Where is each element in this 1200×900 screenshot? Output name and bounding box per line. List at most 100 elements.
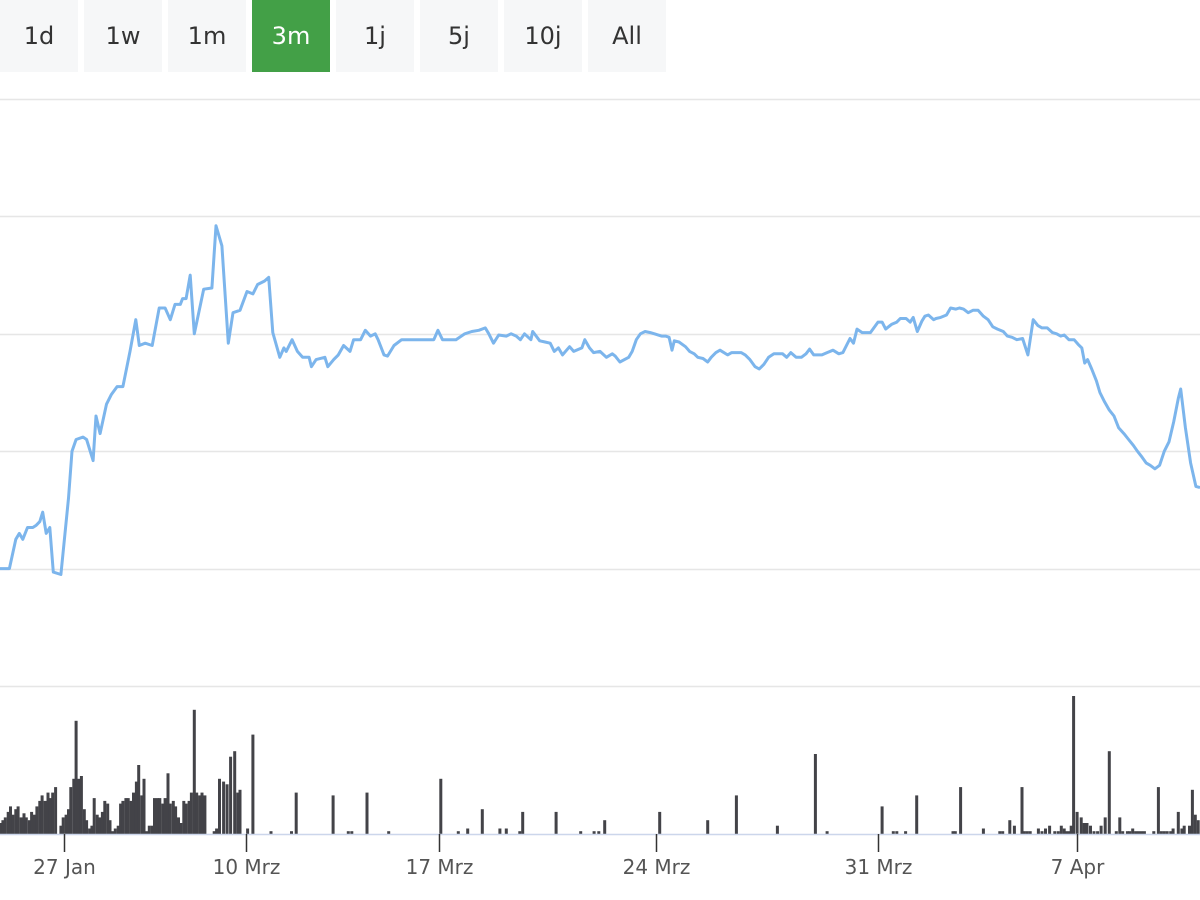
- volume-bar: [92, 798, 96, 834]
- volume-bar: [1137, 831, 1140, 834]
- volume-bar: [1099, 825, 1103, 834]
- price-line: [0, 224, 1200, 576]
- volume-bar: [251, 734, 255, 834]
- volume-bar: [14, 809, 18, 834]
- volume-bar: [597, 831, 601, 834]
- volume-bar: [466, 828, 470, 834]
- volume-bar: [46, 792, 50, 834]
- volume-bar: [1020, 787, 1024, 834]
- volume-bar: [1069, 825, 1073, 834]
- volume-bar: [1171, 828, 1175, 834]
- volume-bar: [98, 817, 101, 834]
- volume-bar: [246, 828, 250, 834]
- volume-bar: [147, 825, 151, 834]
- volume-bar: [1140, 831, 1143, 834]
- volume-bar: [69, 787, 73, 834]
- volume-bar: [171, 800, 175, 834]
- volume-bar: [156, 798, 159, 834]
- range-button-all[interactable]: All: [588, 0, 666, 72]
- volume-bar: [48, 798, 52, 834]
- volume-bar: [51, 792, 55, 834]
- volume-bar: [132, 792, 135, 834]
- volume-bar: [904, 831, 908, 834]
- volume-bar: [158, 798, 162, 834]
- range-button-1j[interactable]: 1j: [336, 0, 414, 72]
- volume-bar: [67, 809, 70, 834]
- volume-bar: [236, 792, 240, 834]
- volume-bar: [1059, 825, 1063, 834]
- volume-bar: [521, 811, 525, 834]
- volume-bar: [603, 820, 607, 834]
- volume-bar: [229, 756, 233, 834]
- x-tick-label: 17 Mrz: [406, 855, 474, 879]
- volume-bar: [1152, 831, 1156, 834]
- volume-bar: [61, 817, 65, 834]
- volume-bar: [1036, 828, 1040, 834]
- volume-bar: [981, 828, 985, 834]
- volume-bar: [1190, 789, 1194, 834]
- volume-bar: [959, 787, 963, 834]
- volume-series: [0, 696, 1200, 834]
- volume-bar: [456, 831, 460, 834]
- volume-bar: [1067, 831, 1071, 834]
- volume-bar: [1048, 825, 1052, 834]
- volume-bar: [150, 825, 154, 834]
- volume-bar: [82, 809, 86, 834]
- volume-bar: [113, 828, 117, 834]
- volume-bar: [174, 806, 178, 834]
- grid-lines: [0, 98, 1200, 688]
- volume-bar: [891, 831, 895, 834]
- volume-bar: [179, 823, 183, 834]
- range-button-1d[interactable]: 1d: [0, 0, 78, 72]
- volume-bar: [108, 820, 112, 834]
- x-tick-label: 31 Mrz: [845, 855, 913, 879]
- volume-bar: [1072, 696, 1076, 834]
- volume-bar: [1182, 825, 1186, 834]
- range-button-10j[interactable]: 10j: [504, 0, 582, 72]
- volume-bar: [187, 800, 191, 834]
- volume-bar: [215, 828, 219, 834]
- volume-bar: [1118, 817, 1122, 834]
- volume-bar: [85, 820, 89, 834]
- volume-bar: [387, 831, 391, 834]
- volume-bar: [518, 831, 522, 834]
- volume-bar: [269, 831, 273, 834]
- range-button-1w[interactable]: 1w: [84, 0, 162, 72]
- volume-bar: [1044, 828, 1047, 834]
- volume-bar: [1092, 831, 1096, 834]
- volume-bar: [27, 820, 31, 834]
- volume-bar: [54, 787, 58, 834]
- volume-bar: [1156, 787, 1160, 834]
- volume-bar: [192, 709, 196, 834]
- volume-bar: [1008, 820, 1012, 834]
- volume-bar: [1107, 751, 1111, 834]
- volume-bar: [222, 781, 226, 834]
- volume-bar: [1089, 825, 1092, 834]
- volume-bar: [1053, 831, 1057, 834]
- volume-bar: [880, 806, 884, 834]
- volume-bar: [813, 754, 817, 834]
- volume-bar: [238, 789, 242, 834]
- volume-bar: [1075, 811, 1079, 834]
- price-volume-chart: 27 Jan 10 Mrz 17 Mrz 24 Mrz 31 Mrz 7 Apr: [0, 98, 1200, 879]
- volume-bar: [195, 792, 199, 834]
- volume-bar: [1180, 828, 1184, 834]
- range-button-3m[interactable]: 3m: [252, 0, 330, 72]
- volume-bar: [43, 800, 47, 834]
- volume-bar: [504, 828, 508, 834]
- volume-bar: [168, 803, 172, 834]
- volume-bar: [1193, 814, 1197, 834]
- volume-bar: [225, 784, 229, 834]
- volume-bar: [895, 831, 899, 834]
- range-button-5j[interactable]: 5j: [420, 0, 498, 72]
- volume-bar: [1128, 831, 1132, 834]
- volume-bar: [38, 800, 42, 834]
- volume-bar: [184, 803, 188, 834]
- volume-bar: [124, 798, 128, 834]
- volume-bar: [480, 809, 484, 834]
- range-button-1m[interactable]: 1m: [168, 0, 246, 72]
- volume-bar: [59, 825, 63, 834]
- volume-bar: [100, 811, 104, 834]
- volume-bar: [40, 795, 44, 834]
- volume-bar: [153, 798, 156, 834]
